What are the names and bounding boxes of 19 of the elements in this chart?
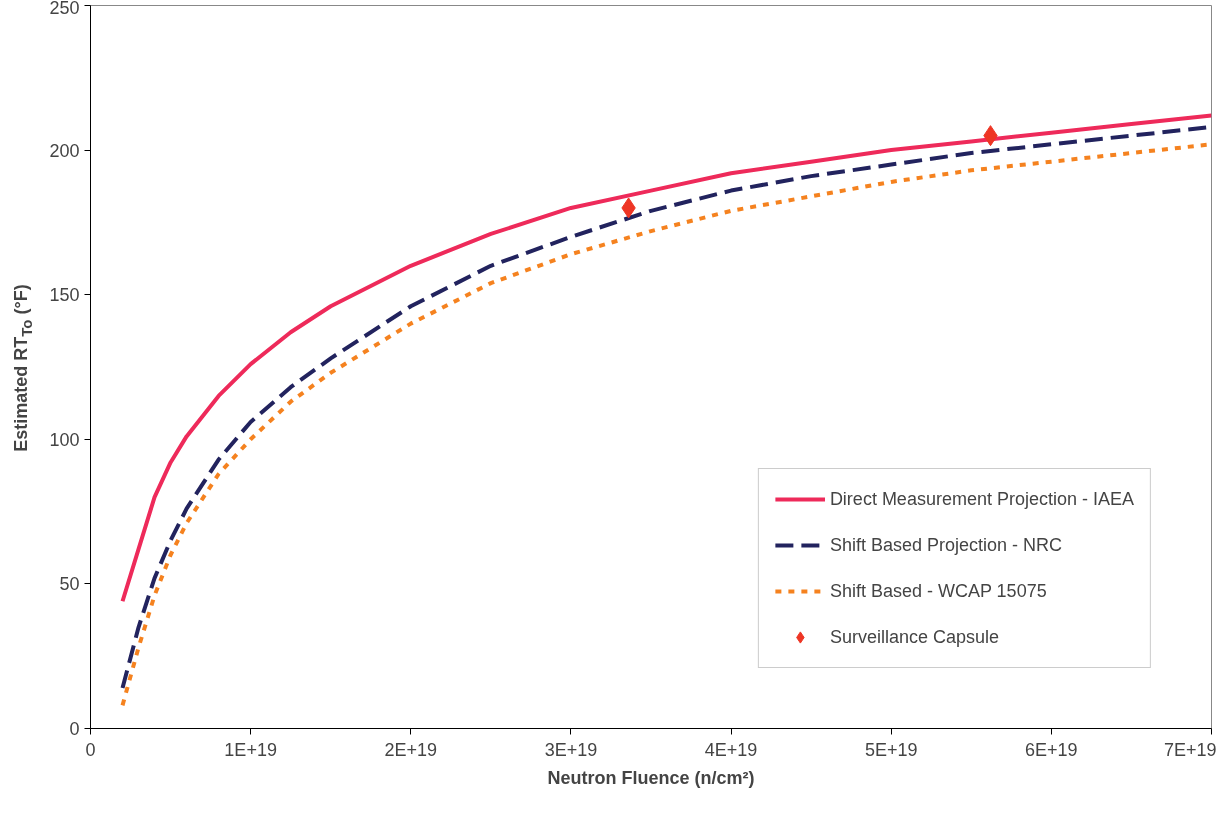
- y-tick-label: 150: [49, 285, 80, 306]
- legend-label: Surveillance Capsule: [829, 626, 999, 648]
- legend-label: Shift Based Projection - NRC: [829, 534, 1062, 556]
- x-tick-label: 5E+19: [864, 739, 918, 760]
- legend-label: Direct Measurement Projection - IAEA: [829, 488, 1134, 510]
- x-tick-label: 7E+19: [1163, 739, 1217, 760]
- y-tick-label: 250: [49, 0, 80, 18]
- y-tick-label: 200: [49, 140, 80, 161]
- x-tick-label: 0: [85, 739, 96, 760]
- x-tick-label: 6E+19: [1025, 739, 1078, 760]
- y-tick-label: 50: [59, 574, 80, 595]
- x-axis-title: Neutron Fluence (n/cm²): [547, 767, 755, 788]
- x-tick-label: 3E+19: [544, 739, 598, 760]
- y-tick-label: 0: [69, 719, 80, 739]
- y-tick-label: 100: [49, 429, 80, 450]
- legend-label: Shift Based - WCAP 15075: [829, 580, 1047, 602]
- x-tick-label: 1E+19: [224, 739, 277, 760]
- x-tick-label: 2E+19: [384, 739, 438, 760]
- x-tick-label: 4E+19: [704, 739, 758, 760]
